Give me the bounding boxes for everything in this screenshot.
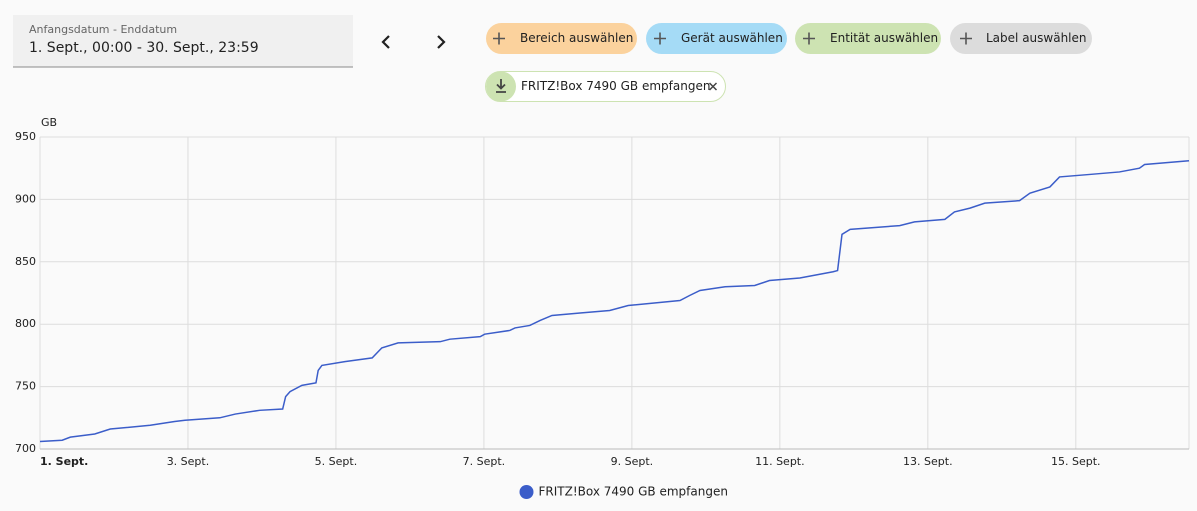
- y-tick-label: 900: [15, 192, 36, 205]
- plus-icon: [960, 32, 972, 45]
- x-tick-label: 3. Sept.: [167, 455, 210, 468]
- label-chip[interactable]: Label auswählen: [950, 23, 1092, 54]
- x-tick-label: 15. Sept.: [1051, 455, 1101, 468]
- device-chip[interactable]: Gerät auswählen: [646, 23, 787, 54]
- x-tick-label: 5. Sept.: [315, 455, 358, 468]
- legend-swatch: [519, 485, 534, 499]
- chip-label: FRITZ!Box 7490 GB empfangen: [521, 79, 710, 93]
- chip-label: Entität auswählen: [830, 31, 938, 45]
- chart: GB 700 750 800 850 900 950 1. Sept. 3. Sept. 5. …: [15, 116, 1190, 499]
- field-bg: [13, 15, 353, 67]
- remove-button[interactable]: [708, 82, 718, 91]
- chip-bg: [795, 23, 941, 54]
- plus-icon: [803, 32, 815, 45]
- chip-label: Bereich auswählen: [520, 31, 633, 45]
- x-tick-label: 13. Sept.: [903, 455, 953, 468]
- x-tick-label: 7. Sept.: [463, 455, 506, 468]
- download-icon: [496, 79, 506, 93]
- y-tick-label: 950: [15, 130, 36, 143]
- chip-bg: [486, 23, 637, 54]
- y-tick-label: 850: [15, 255, 36, 268]
- area-chip[interactable]: Bereich auswählen: [486, 23, 637, 54]
- plus-icon: [493, 32, 505, 45]
- x-tick-label: 11. Sept.: [755, 455, 805, 468]
- entity-chip[interactable]: Entität auswählen: [795, 23, 941, 54]
- chip-label: Label auswählen: [986, 31, 1087, 45]
- y-tick-label: 700: [15, 442, 36, 455]
- selected-entity-chip: FRITZ!Box 7490 GB empfangen: [485, 71, 726, 102]
- y-tick-label: 750: [15, 380, 36, 393]
- chip-label: Gerät auswählen: [681, 31, 783, 45]
- next-button[interactable]: [437, 35, 446, 49]
- prev-button[interactable]: [381, 35, 390, 49]
- chip-bg: [485, 71, 726, 102]
- field-value: 1. Sept., 00:00 - 30. Sept., 23:59: [29, 40, 259, 56]
- chip-bg: [950, 23, 1092, 54]
- x-tick-label: 1. Sept.: [40, 455, 88, 468]
- field-label: Anfangsdatum - Enddatum: [29, 23, 177, 36]
- y-tick-label: 800: [15, 317, 36, 330]
- legend-label: FRITZ!Box 7490 GB empfangen: [539, 485, 728, 499]
- date-range-field[interactable]: Anfangsdatum - Enddatum 1. Sept., 00:00 …: [13, 15, 353, 68]
- plus-icon: [654, 32, 666, 45]
- data-line: [39, 159, 1190, 443]
- chip-bg: [646, 23, 787, 54]
- y-axis-unit: GB: [41, 116, 57, 129]
- x-tick-label: 9. Sept.: [611, 455, 654, 468]
